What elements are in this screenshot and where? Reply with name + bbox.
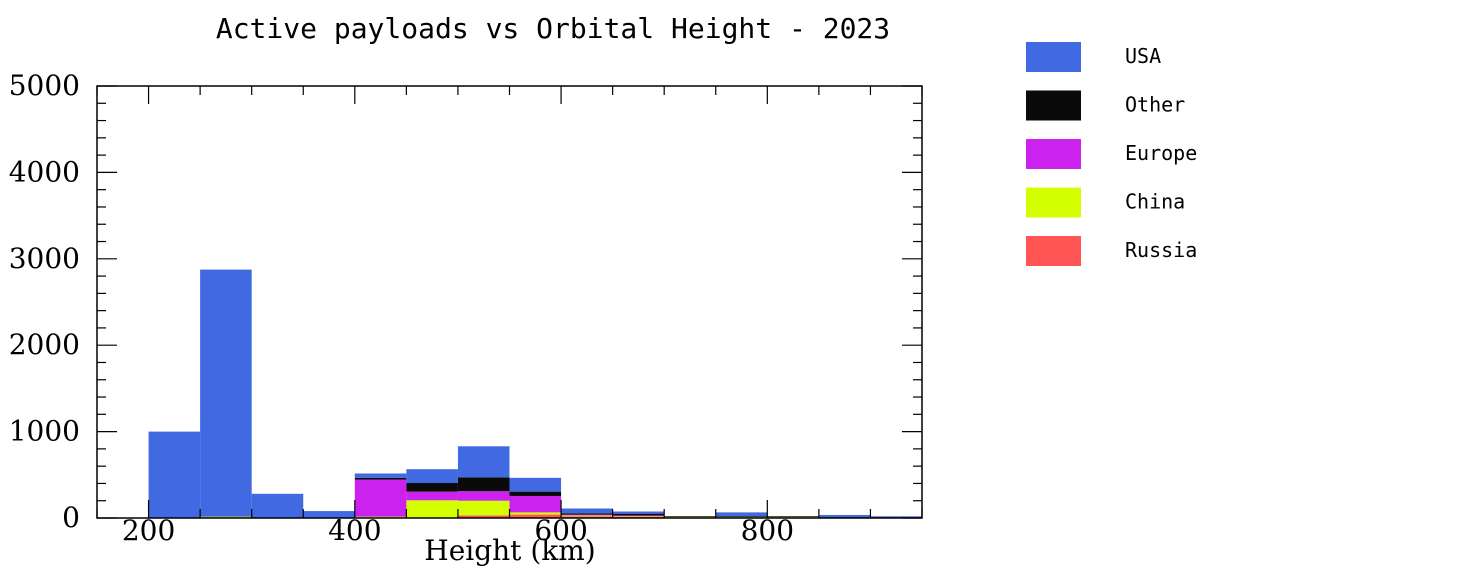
bar-europe-6	[406, 491, 458, 501]
bar-usa-3	[251, 493, 304, 518]
bar-china-8	[509, 512, 562, 515]
legend-label-europe: Europe	[1125, 141, 1197, 165]
x-tick-label: 600	[534, 514, 587, 547]
y-tick-label: 1000	[9, 415, 80, 448]
chart-title: Active payloads vs Orbital Height - 2023	[216, 12, 890, 45]
bar-russia-9	[561, 516, 613, 518]
bar-china-10	[612, 515, 665, 517]
bar-other-10	[612, 513, 665, 516]
x-tick-label: 800	[741, 514, 794, 547]
bar-europe-8	[509, 495, 562, 513]
bar-usa-6	[406, 469, 458, 484]
bar-usa-5	[354, 473, 407, 478]
bar-usa-2	[200, 269, 252, 517]
legend-label-russia: Russia	[1125, 238, 1197, 262]
y-tick-label: 0	[62, 501, 80, 534]
bar-europe-5	[354, 479, 407, 517]
bar-china-12	[715, 516, 768, 518]
bar-china-11	[664, 516, 716, 518]
bar-other-7	[457, 477, 510, 492]
bar-europe-9	[561, 514, 613, 516]
x-tick-label: 200	[122, 514, 175, 547]
bar-usa-14	[818, 514, 871, 518]
bar-other-13	[767, 516, 819, 518]
bar-usa-8	[509, 477, 562, 492]
bar-china-13	[767, 516, 819, 518]
bars	[97, 269, 922, 519]
bar-usa-15	[870, 516, 922, 518]
bar-china-6	[406, 500, 458, 518]
bar-usa-10	[612, 511, 665, 514]
legend-swatch-russia	[1026, 236, 1081, 266]
plot-frame	[96, 85, 923, 519]
bar-usa-1	[148, 431, 201, 518]
bar-other-6	[406, 483, 458, 492]
bar-europe-10	[612, 515, 665, 517]
legend-swatch-europe	[1026, 139, 1081, 169]
bar-usa-4	[303, 511, 355, 518]
bar-russia-7	[457, 515, 510, 518]
bar-other-5	[354, 477, 407, 480]
bar-usa-12	[715, 512, 768, 517]
bar-russia-8	[509, 514, 562, 518]
legend-label-usa: USA	[1125, 44, 1161, 68]
bar-china-5	[354, 516, 407, 518]
bar-usa-9	[561, 508, 613, 514]
legend-swatch-china	[1026, 187, 1081, 218]
legend-swatch-usa	[1026, 42, 1081, 72]
bar-europe-7	[457, 491, 510, 501]
y-tick-label: 5000	[9, 69, 80, 102]
bar-usa-7	[457, 446, 510, 478]
x-axis-title: Height (km)	[424, 534, 595, 567]
bar-other-11	[664, 516, 716, 518]
legend: USA Other Europe China Russia	[1026, 42, 1197, 266]
bar-china-2	[200, 516, 252, 518]
y-axis-labels: 0 1000 2000 3000 4000 5000	[9, 69, 80, 534]
legend-label-other: Other	[1125, 93, 1185, 117]
bar-china-9	[561, 515, 613, 517]
y-tick-label: 3000	[9, 242, 80, 275]
legend-swatch-other	[1026, 90, 1081, 121]
y-tick-label: 2000	[9, 328, 80, 361]
x-axis-labels: 200 400 600 800	[122, 514, 794, 547]
bar-other-8	[509, 491, 562, 496]
y-tick-label: 4000	[9, 155, 80, 188]
bar-other-12	[715, 516, 768, 518]
legend-label-china: China	[1125, 190, 1185, 214]
x-tick-label: 400	[328, 514, 381, 547]
bar-other-9	[561, 513, 613, 515]
bar-china-7	[457, 500, 510, 516]
